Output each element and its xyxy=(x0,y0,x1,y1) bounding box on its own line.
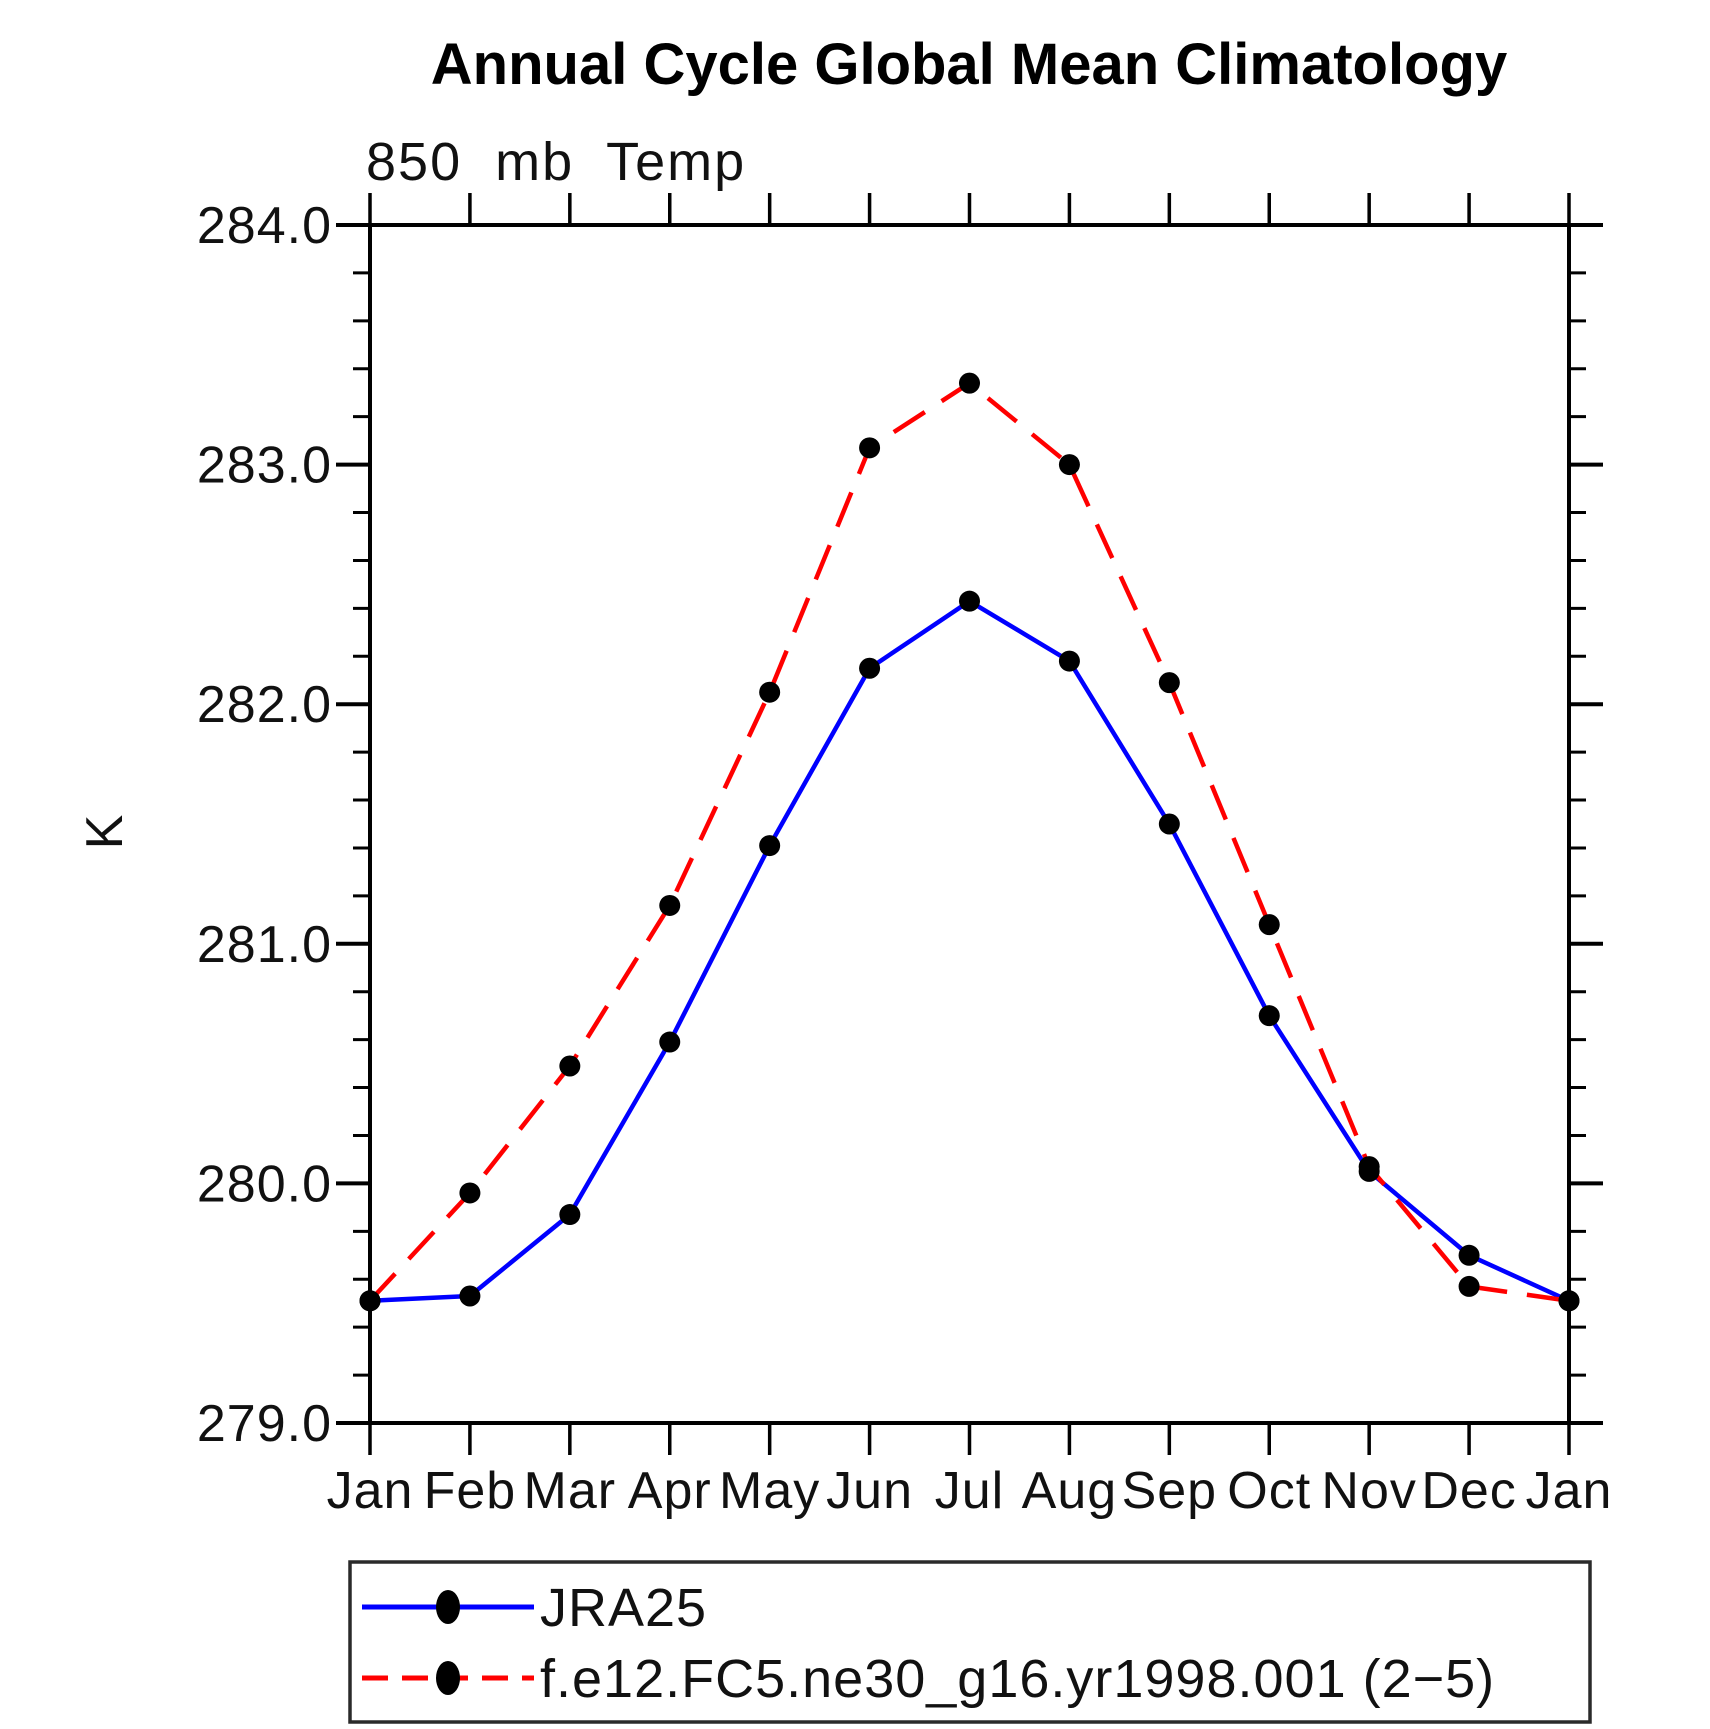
data-point-marker xyxy=(659,894,681,916)
data-point-marker xyxy=(1458,1244,1480,1266)
legend-label-jra25: JRA25 xyxy=(540,1578,707,1638)
x-tick-label: Dec xyxy=(1421,1462,1516,1520)
series-line-1 xyxy=(368,380,1570,1304)
data-point-marker xyxy=(659,1031,681,1053)
x-tick-label: Mar xyxy=(524,1462,617,1520)
y-tick-label: 280.0 xyxy=(197,1155,332,1213)
data-point-marker xyxy=(1158,813,1180,835)
y-tick-label: 283.0 xyxy=(197,437,332,495)
legend-entry-model: f.e12.FC5.ne30_g16.yr1998.001 (2−5) xyxy=(362,1649,1495,1709)
data-point-marker xyxy=(1258,1005,1280,1027)
data-point-marker xyxy=(959,372,980,394)
axis-tick-labels: Jan Feb Mar Apr May Jun Jul Aug Sep Oct Nov Dec Jan2… xyxy=(197,197,1613,1520)
data-point-marker xyxy=(459,1285,481,1307)
axis-ticks xyxy=(336,193,1603,1455)
legend-marker-icon xyxy=(436,1661,460,1695)
legend-entry-jra25: JRA25 xyxy=(362,1578,707,1638)
y-tick-label: 279.0 xyxy=(197,1395,332,1453)
data-series xyxy=(359,372,1580,1312)
y-axis-label: K xyxy=(76,814,134,849)
y-tick-label: 281.0 xyxy=(197,916,332,974)
x-tick-label: Oct xyxy=(1227,1462,1311,1520)
x-tick-label: Jul xyxy=(935,1462,1004,1520)
page-title: Annual Cycle Global Mean Climatology xyxy=(431,32,1507,97)
y-tick-label: 282.0 xyxy=(197,676,332,734)
data-point-marker xyxy=(1158,672,1180,694)
legend-marker-icon xyxy=(436,1590,460,1624)
data-point-marker xyxy=(759,681,781,703)
data-point-marker xyxy=(559,1204,581,1226)
legend-label-model: f.e12.FC5.ne30_g16.yr1998.001 (2−5) xyxy=(540,1649,1495,1709)
data-point-marker xyxy=(1558,1290,1580,1312)
series-line-0 xyxy=(369,598,1570,1304)
data-point-marker xyxy=(459,1182,481,1204)
plot-frame xyxy=(368,223,1571,1425)
x-tick-label: Sep xyxy=(1122,1462,1218,1520)
x-tick-label: Jan xyxy=(327,1462,414,1520)
data-point-marker xyxy=(1058,454,1080,476)
data-point-marker xyxy=(1258,914,1280,936)
x-tick-label: Aug xyxy=(1022,1462,1118,1520)
legend-box: JRA25 f.e12.FC5.ne30_g16.yr1998.001 (2−5… xyxy=(348,1560,1592,1724)
x-tick-label: Jun xyxy=(826,1462,913,1520)
x-tick-label: May xyxy=(719,1462,820,1520)
data-point-marker xyxy=(759,835,781,857)
data-point-marker xyxy=(1458,1275,1480,1297)
x-tick-label: Jan xyxy=(1526,1462,1613,1520)
x-tick-label: Feb xyxy=(424,1462,517,1520)
data-point-marker xyxy=(1058,650,1080,672)
data-point-marker xyxy=(1358,1156,1380,1178)
data-point-marker xyxy=(859,437,881,459)
data-point-marker xyxy=(559,1055,581,1077)
x-tick-label: Nov xyxy=(1321,1462,1416,1520)
x-tick-label: Apr xyxy=(628,1462,712,1520)
y-tick-label: 284.0 xyxy=(197,197,332,255)
legend-border xyxy=(348,1560,1592,1724)
data-point-marker xyxy=(959,590,980,612)
data-point-marker xyxy=(859,657,881,679)
data-point-marker xyxy=(359,1290,381,1312)
chart-subtitle: 850 mb Temp xyxy=(366,132,746,192)
